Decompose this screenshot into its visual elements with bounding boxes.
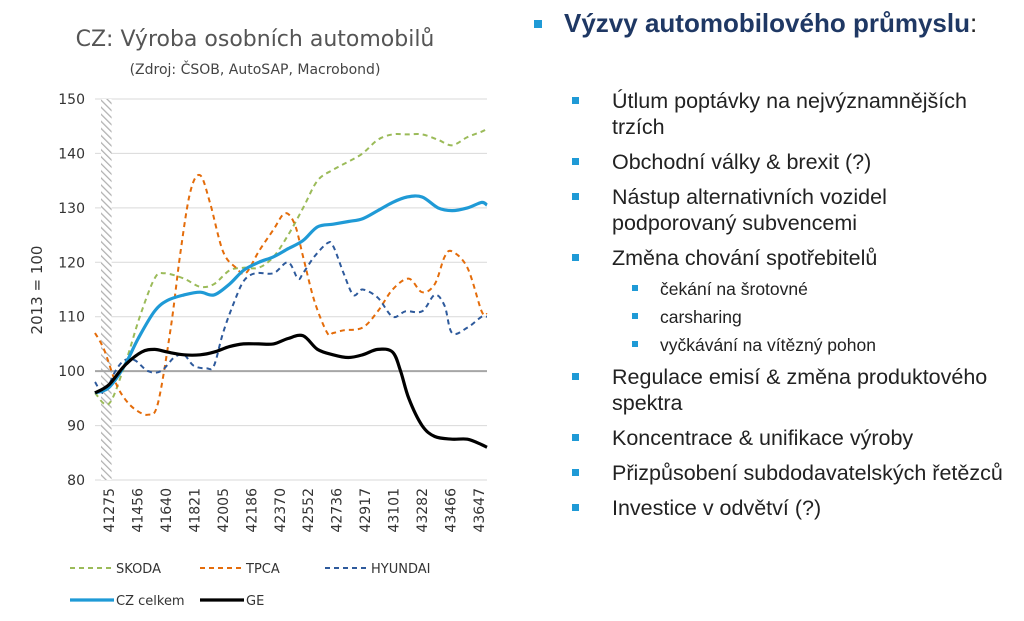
bullet-marker-icon: [572, 434, 579, 441]
legend-label: TPCA: [245, 562, 280, 577]
bullet-marker-icon: [632, 313, 638, 319]
bullet-item: Změna chování spotřebitelů: [570, 245, 1010, 271]
shaded-region-band: [101, 99, 112, 480]
bullet-heading: Výzvy automobilového průmyslu:: [528, 6, 1018, 40]
bullet-text: Obchodní války & brexit (?): [612, 150, 872, 174]
series-line-cz-celkem: [94, 194, 488, 395]
bullet-item: Útlum poptávky na nejvýznamnějších trzíc…: [570, 88, 1010, 140]
y-tick-label: 150: [58, 92, 85, 108]
x-tick-label: 42552: [301, 488, 317, 533]
x-tick-label: 42736: [330, 488, 346, 533]
x-tick-label: 42917: [358, 488, 374, 533]
bullet-marker-icon: [572, 469, 579, 476]
bullet-text: Nástup alternativních vozidel podporovan…: [612, 185, 887, 235]
chart-subtitle: (Zdroj: ČSOB, AutoSAP, Macrobond): [130, 60, 381, 78]
y-axis-label: 2013 = 100: [28, 246, 46, 335]
x-tick-label: 43647: [472, 488, 488, 533]
bullet-text: Změna chování spotřebitelů: [612, 246, 878, 270]
x-tick-label: 43101: [387, 488, 403, 533]
chart-panel: CZ: Výroba osobních automobilů (Zdroj: Č…: [28, 27, 488, 609]
bullet-item: Obchodní války & brexit (?): [570, 149, 1010, 175]
x-tick-label: 41640: [159, 488, 175, 533]
bullet-marker-icon: [572, 97, 579, 104]
x-axis-ticks: 41275 41456 41640 41821 42005 42186 42370 42552…: [102, 488, 488, 533]
bullet-marker-icon: [632, 285, 638, 291]
y-tick-label: 90: [67, 419, 85, 435]
bullet-item: Investice v odvětví (?): [570, 495, 1010, 521]
bullet-marker-icon: [572, 158, 579, 165]
heading-colon: :: [969, 8, 978, 38]
x-tick-label: 41456: [130, 488, 146, 533]
bullet-marker-icon: [534, 20, 542, 28]
y-axis-ticks: 80 90 100 110 120 130 140 150: [58, 92, 85, 489]
x-tick-label: 41275: [102, 488, 118, 533]
line-chart: CZ: Výroba osobních automobilů (Zdroj: Č…: [28, 27, 488, 609]
x-tick-label: 42370: [273, 488, 289, 533]
x-tick-label: 41821: [187, 488, 203, 533]
bullet-panel: Výzvy automobilového průmyslu: Útlum pop…: [528, 6, 1018, 520]
bullet-text: vyčkávání na vítězný pohon: [660, 335, 876, 355]
chart-title: CZ: Výroba osobních automobilů: [76, 27, 435, 52]
bullet-marker-icon: [572, 254, 579, 261]
legend-label: HYUNDAI: [371, 562, 430, 577]
sub-bullet-item: čekání na šrotovné: [570, 278, 1010, 300]
bullet-item: Nástup alternativních vozidel podporovan…: [570, 184, 1010, 236]
y-tick-label: 110: [58, 310, 85, 326]
x-tick-label: 42005: [216, 488, 232, 533]
bullet-marker-icon: [572, 504, 579, 511]
series-lines: [94, 128, 488, 449]
y-tick-label: 80: [67, 473, 85, 489]
x-tick-label: 43282: [415, 488, 431, 533]
bullet-item: Přizpůsobení subdodavatelských řetězců: [570, 460, 1010, 486]
legend-label: GE: [246, 594, 264, 609]
series-line-hyundai: [94, 240, 488, 395]
x-tick-label: 42186: [244, 488, 260, 533]
y-tick-label: 130: [58, 201, 85, 217]
sub-bullet-item: vyčkávání na vítězný pohon: [570, 334, 1010, 356]
series-line-skoda: [94, 128, 488, 406]
legend-label: SKODA: [116, 562, 161, 577]
bullet-marker-icon: [572, 193, 579, 200]
bullet-text: Koncentrace & unifikace výroby: [612, 426, 914, 450]
bullet-text: Regulace emisí & změna produktového spek…: [612, 365, 988, 415]
bullet-text: Přizpůsobení subdodavatelských řetězců: [612, 461, 1003, 485]
series-line-tpca: [94, 173, 488, 416]
legend-label: CZ celkem: [116, 594, 185, 609]
bullet-text: Útlum poptávky na nejvýznamnějších trzíc…: [612, 89, 967, 139]
y-tick-label: 140: [58, 146, 85, 162]
heading-text: Výzvy automobilového průmyslu: [564, 8, 970, 38]
bullet-list: Útlum poptávky na nejvýznamnějších trzíc…: [570, 88, 1010, 530]
sub-bullet-item: carsharing: [570, 306, 1010, 328]
shaded-region: [101, 99, 112, 480]
x-tick-label: 43466: [444, 488, 460, 533]
bullet-item: Koncentrace & unifikace výroby: [570, 425, 1010, 451]
y-tick-label: 120: [58, 255, 85, 271]
chart-legend: SKODA TPCA HYUNDAI CZ celkem GE: [70, 562, 430, 609]
y-tick-label: 100: [58, 364, 85, 380]
bullet-item: Regulace emisí & změna produktového spek…: [570, 364, 1010, 416]
series-line-ge: [94, 333, 488, 449]
bullet-marker-icon: [632, 341, 638, 347]
gridlines: [95, 98, 487, 481]
bullet-text: carsharing: [660, 307, 742, 327]
bullet-text: čekání na šrotovné: [660, 279, 808, 299]
bullet-text: Investice v odvětví (?): [612, 496, 822, 520]
bullet-marker-icon: [572, 373, 579, 380]
